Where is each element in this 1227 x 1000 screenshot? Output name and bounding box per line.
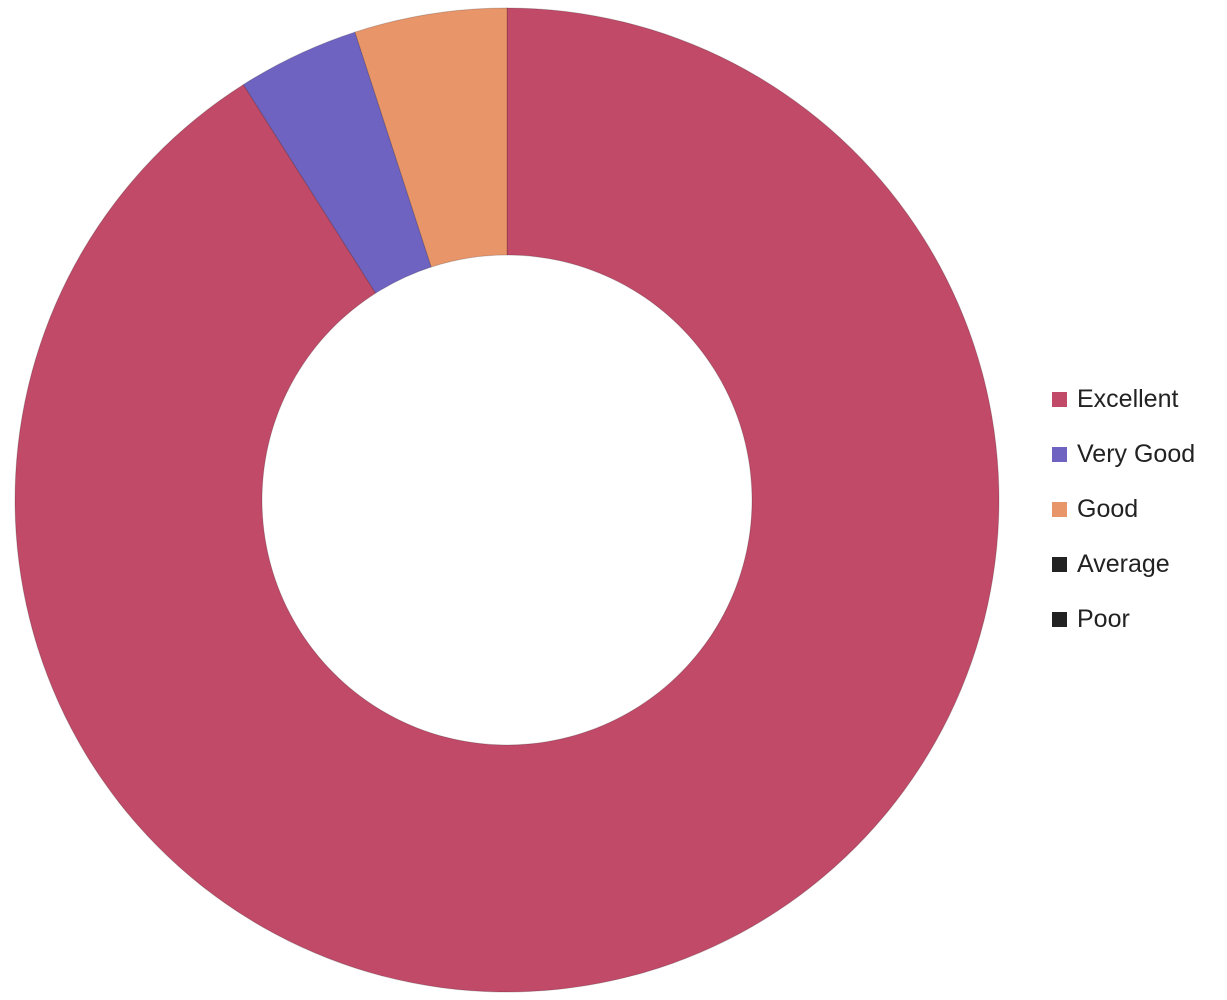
legend-label-average: Average [1077, 550, 1170, 578]
legend-label-very-good: Very Good [1077, 440, 1196, 468]
legend-swatch-good [1052, 502, 1067, 517]
donut-svg [14, 7, 1000, 993]
legend-item-average: Average [1052, 537, 1227, 592]
legend-item-very-good: Very Good [1052, 427, 1227, 482]
legend-swatch-average [1052, 557, 1067, 572]
legend-swatch-very-good [1052, 447, 1067, 462]
donut-slice-good [354, 7, 508, 268]
legend-item-good: Good [1052, 482, 1227, 537]
legend-label-poor: Poor [1077, 605, 1130, 633]
legend-swatch-poor [1052, 612, 1067, 627]
legend-item-excellent: Excellent [1052, 372, 1227, 427]
donut-slice-excellent [14, 7, 1000, 993]
legend-swatch-excellent [1052, 392, 1067, 407]
legend-item-poor: Poor [1052, 592, 1227, 647]
legend: Excellent Very Good Good Average Poor [1052, 372, 1227, 647]
legend-label-good: Good [1077, 495, 1139, 523]
legend-label-excellent: Excellent [1077, 385, 1179, 413]
